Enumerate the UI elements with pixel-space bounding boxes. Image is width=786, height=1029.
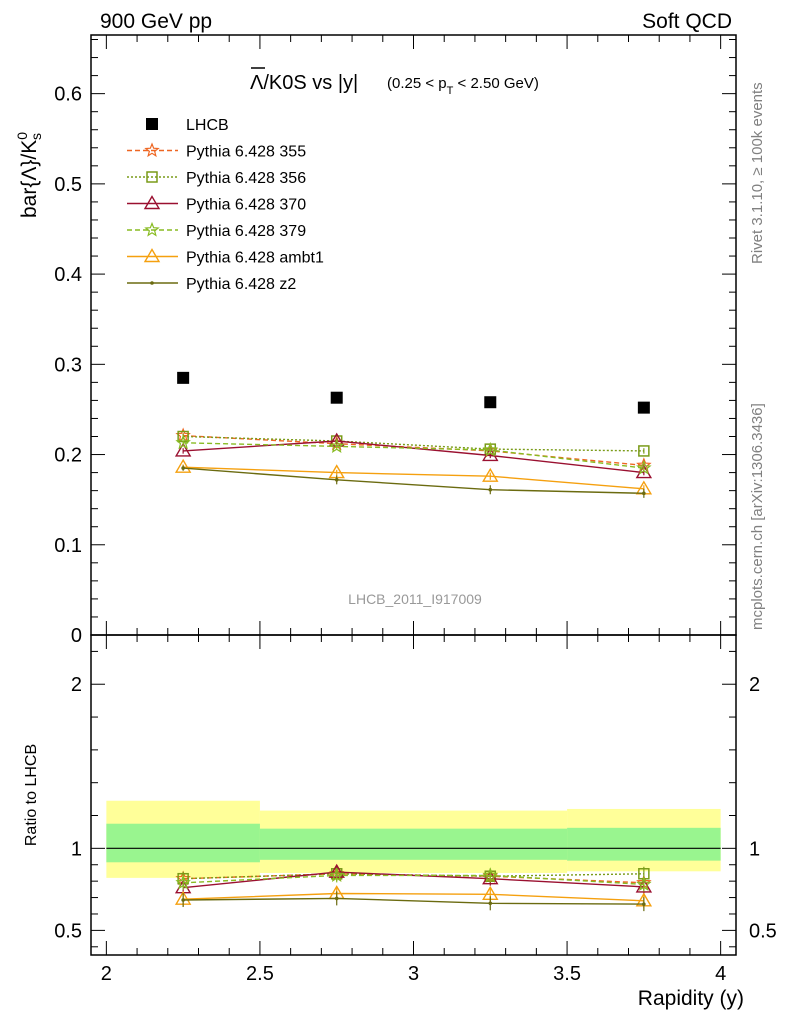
plot-title-cut: (0.25 < pT < 2.50 GeV) xyxy=(387,75,539,97)
lhcb-data-point xyxy=(330,391,343,404)
ratio-series-point-3 xyxy=(482,867,499,883)
ratio-y-tick-label-right: 0.5 xyxy=(749,920,777,942)
main-y-tick-label: 0.4 xyxy=(54,264,82,286)
mcplots-label: mcplots.cern.ch [arXiv:1306.3436] xyxy=(749,403,766,630)
main-series-point-5 xyxy=(181,466,185,470)
rivet-label: Rivet 3.1.10, ≥ 100k events xyxy=(749,82,766,264)
main-series-line-1 xyxy=(183,435,644,452)
legend-marker xyxy=(143,248,161,263)
x-tick-label: 4 xyxy=(715,963,726,985)
ratio-series-point-3 xyxy=(328,867,345,883)
header-left: 900 GeV pp xyxy=(100,10,212,33)
ratio-series-point-5 xyxy=(334,896,339,901)
lhcb-data-point xyxy=(637,401,650,414)
ratio-y-tick-label-right: 1 xyxy=(749,838,760,860)
main-y-tick-label: 0.6 xyxy=(54,84,82,106)
legend-entry: Pythia 6.428 ambt1 xyxy=(127,248,324,267)
ratio-series-line-4 xyxy=(183,892,644,902)
legend-label: LHCB xyxy=(186,117,229,134)
main-series-line-2 xyxy=(183,440,644,474)
x-axis-label: Rapidity (y) xyxy=(638,987,744,1010)
main-series-point-2 xyxy=(174,442,192,457)
plot-title: Λ/K0S vs |y| (0.25 < pT < 2.50 GeV) xyxy=(250,67,539,97)
main-series-point-3 xyxy=(636,459,652,475)
ratio-y-tick-label: 0.5 xyxy=(54,920,82,942)
legend-entry: Pythia 6.428 370 xyxy=(127,195,306,214)
analysis-watermark: LHCB_2011_I917009 xyxy=(348,591,482,607)
legend-label: Pythia 6.428 379 xyxy=(186,223,306,240)
legend-label: Pythia 6.428 ambt1 xyxy=(186,250,324,267)
legend-marker xyxy=(144,221,160,237)
ratio-y-tick-label: 2 xyxy=(71,674,82,696)
ratio-series-line-1 xyxy=(183,873,644,880)
ratio-series-point-5 xyxy=(642,902,646,906)
main-series-point-3 xyxy=(482,441,499,457)
main-series-line-3 xyxy=(183,442,644,469)
main-series-point-5 xyxy=(642,491,646,496)
legend-label: Pythia 6.428 356 xyxy=(186,170,306,187)
ratio-series-line-3 xyxy=(183,874,644,886)
ratio-plot-marks xyxy=(174,863,653,912)
ratio-series-point-5 xyxy=(488,901,493,906)
main-y-tick-label: 0.2 xyxy=(54,445,82,467)
main-series-point-4 xyxy=(174,458,192,473)
ratio-series-line-5 xyxy=(183,897,644,905)
ratio-series-point-3 xyxy=(636,876,652,892)
main-series-point-3 xyxy=(328,438,345,454)
main-series-line-0 xyxy=(183,434,644,467)
ratio-band-inner xyxy=(567,827,721,861)
ratio-y-axis-label: Ratio to LHCB xyxy=(23,744,40,846)
main-series-point-1 xyxy=(638,445,650,457)
x-tick-label: 3 xyxy=(408,963,419,985)
ratio-series-point-5 xyxy=(181,898,185,902)
lhcb-data-point xyxy=(484,396,497,409)
main-series-line-4 xyxy=(183,466,644,490)
main-series-point-4 xyxy=(482,467,499,482)
legend-entry: Pythia 6.428 355 xyxy=(127,142,306,161)
main-series-point-5 xyxy=(334,478,339,482)
ratio-plot-frame xyxy=(90,634,737,956)
main-series-line-5 xyxy=(183,467,644,494)
legend-marker xyxy=(143,195,161,210)
x-tick-label: 2.5 xyxy=(246,963,274,985)
legend: LHCB Pythia 6.428 355 Pythia 6.428 356 Pyth… xyxy=(127,117,324,293)
main-y-tick-label: 0.3 xyxy=(54,354,82,376)
ratio-band-inner xyxy=(413,828,568,860)
main-y-tick-label: 0.5 xyxy=(54,174,82,196)
main-series-point-5 xyxy=(488,487,493,492)
axis-ticks: 0 0.1 0.2 0.3 0.4 0.5 0.6 2 2.5 3 3.5 4 0.5 0.5 1 1 2 2 xyxy=(54,35,777,985)
legend-label: Pythia 6.428 z2 xyxy=(186,276,296,293)
legend-marker xyxy=(150,281,154,285)
legend-entry: LHCB xyxy=(146,117,229,134)
ratio-series-point-2 xyxy=(635,878,653,893)
ratio-y-tick-label: 1 xyxy=(71,838,82,860)
ratio-y-tick-label-right: 2 xyxy=(749,674,760,696)
x-tick-label: 2 xyxy=(101,963,112,985)
plot-title-text: Λ/K0S vs |y| xyxy=(250,72,358,94)
ratio-series-point-3 xyxy=(175,874,191,890)
plot-title-main: Λ/K0S vs |y| xyxy=(250,72,358,94)
ratio-series-line-2 xyxy=(183,871,644,889)
header-right: Soft QCD xyxy=(642,10,732,33)
lhcb-data-point xyxy=(177,371,190,384)
ratio-band-inner xyxy=(106,823,260,863)
ratio-band-inner xyxy=(259,828,414,860)
ratio-bands xyxy=(106,800,721,878)
legend-entry: Pythia 6.428 379 xyxy=(127,221,306,240)
main-y-tick-label: 0.1 xyxy=(54,535,82,557)
legend-label: Pythia 6.428 370 xyxy=(186,197,306,214)
x-tick-label: 3.5 xyxy=(553,963,581,985)
legend-label: Pythia 6.428 355 xyxy=(186,144,306,161)
legend-marker xyxy=(146,171,158,183)
main-y-tick-label: 0 xyxy=(71,625,82,647)
legend-marker xyxy=(144,142,160,158)
main-y-axis-label: bar{Λ}/K0s xyxy=(14,132,44,218)
main-series-point-3 xyxy=(175,434,191,450)
legend-entry: Pythia 6.428 z2 xyxy=(127,276,296,293)
legend-marker xyxy=(146,118,158,130)
legend-entry: Pythia 6.428 356 xyxy=(127,170,306,187)
main-plot-marks xyxy=(174,371,653,498)
